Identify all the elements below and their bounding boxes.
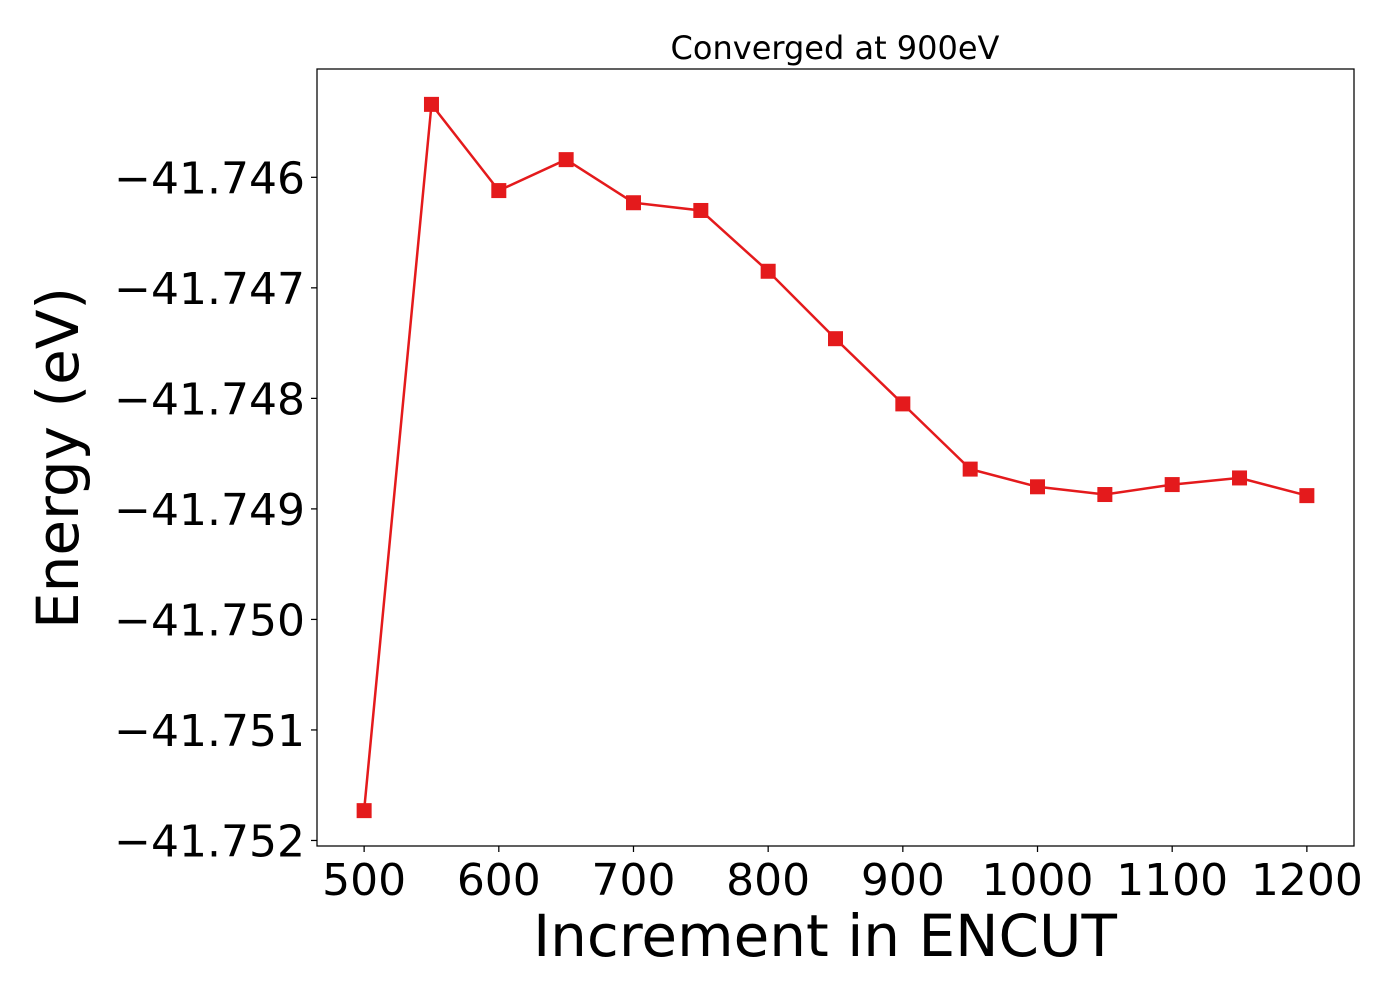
y-tick-label: −41.752 [114,816,305,867]
x-tick-label: 600 [457,855,541,906]
x-tick-label: 900 [861,855,945,906]
data-point [1299,488,1315,504]
y-axis-label: Energy (eV) [24,287,92,629]
y-axis: −41.746 −41.747 −41.748 −41.749 −41.750 −41.7… [114,153,317,867]
x-axis-label: Increment in ENCUT [533,902,1117,970]
data-point [895,396,911,412]
plot-area-frame [316,68,1355,847]
x-tick-label: 1100 [1116,855,1228,906]
data-point [625,195,641,211]
y-tick-label: −41.750 [114,595,305,646]
y-tick-label: −41.749 [114,485,305,536]
data-point [760,263,776,279]
y-tick-label: −41.746 [114,153,305,204]
x-tick-label: 1200 [1251,855,1363,906]
data-point [962,461,978,477]
data-point [356,803,372,819]
data-point [491,183,507,199]
data-point [423,96,439,112]
data-point [693,202,709,218]
x-tick-label: 1000 [982,855,1094,906]
data-point [1030,479,1046,495]
data-point [1164,477,1180,493]
x-tick-label: 500 [322,855,406,906]
data-point [1232,470,1248,486]
series-layer [356,96,1315,819]
y-tick-label: −41.751 [114,706,305,757]
data-point [558,152,574,168]
data-point [1097,487,1113,503]
y-tick-label: −41.747 [114,264,305,315]
chart-title: Converged at 900eV [671,29,1000,67]
series-line [362,101,1308,811]
data-point [828,331,843,347]
x-axis: 500 600 700 800 900 1000 1100 1200 [322,846,1363,906]
x-tick-label: 800 [726,855,810,906]
x-tick-label: 700 [591,855,675,906]
y-tick-label: −41.748 [114,374,305,425]
